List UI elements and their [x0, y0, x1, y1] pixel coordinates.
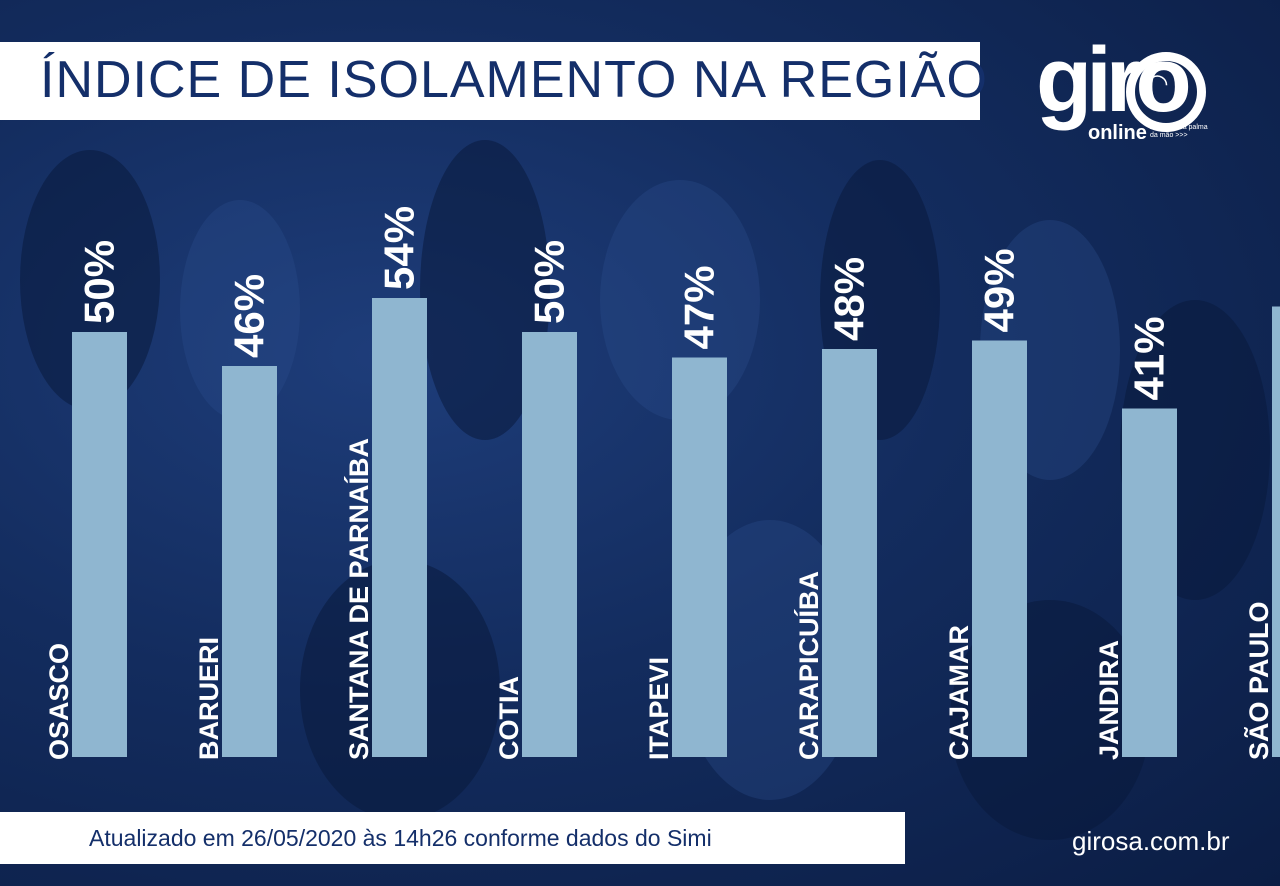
category-label: OSASCO	[44, 643, 74, 760]
category-label: SÃO PAULO	[1243, 601, 1274, 760]
bar-santana-de-parnaíba	[372, 298, 427, 757]
value-label: 46%	[226, 274, 273, 358]
update-note: Atualizado em 26/05/2020 às 14h26 confor…	[89, 825, 712, 851]
bar-cotia	[522, 332, 577, 757]
footer-banner	[0, 812, 905, 864]
chart-title: ÍNDICE DE ISOLAMENTO NA REGIÃO	[40, 51, 988, 109]
value-label: 47%	[676, 265, 723, 349]
site-url: girosa.com.br	[1072, 826, 1230, 856]
value-label: 53%	[1276, 214, 1280, 298]
bar-cajamar	[972, 340, 1027, 757]
category-label: CAJAMAR	[944, 625, 974, 760]
value-label: 48%	[826, 257, 873, 341]
value-label: 50%	[526, 240, 573, 324]
logo-ring-icon	[1126, 52, 1206, 132]
bar-jandira	[1122, 408, 1177, 757]
value-label: 41%	[1126, 316, 1173, 400]
category-label: CARAPICUÍBA	[793, 571, 824, 760]
logo-sub: online	[1088, 122, 1147, 144]
category-label: SANTANA DE PARNAÍBA	[343, 438, 374, 760]
category-label: COTIA	[494, 676, 524, 760]
bar-itapevi	[672, 357, 727, 757]
title-banner	[0, 42, 980, 120]
logo-tagline: A notícia na palma da mão >>>	[1150, 124, 1208, 139]
value-label: 49%	[976, 248, 1023, 332]
bar-osasco	[72, 332, 127, 757]
bar-são-paulo	[1272, 306, 1280, 757]
bar-carapicuíba	[822, 349, 877, 757]
value-label: 50%	[76, 240, 123, 324]
value-label: 54%	[376, 206, 423, 290]
category-label: ITAPEVI	[644, 657, 674, 760]
bar-barueri	[222, 366, 277, 757]
wifi-icon: ◠	[1146, 68, 1169, 98]
category-label: BARUERI	[194, 637, 224, 760]
category-label: JANDIRA	[1094, 640, 1124, 760]
